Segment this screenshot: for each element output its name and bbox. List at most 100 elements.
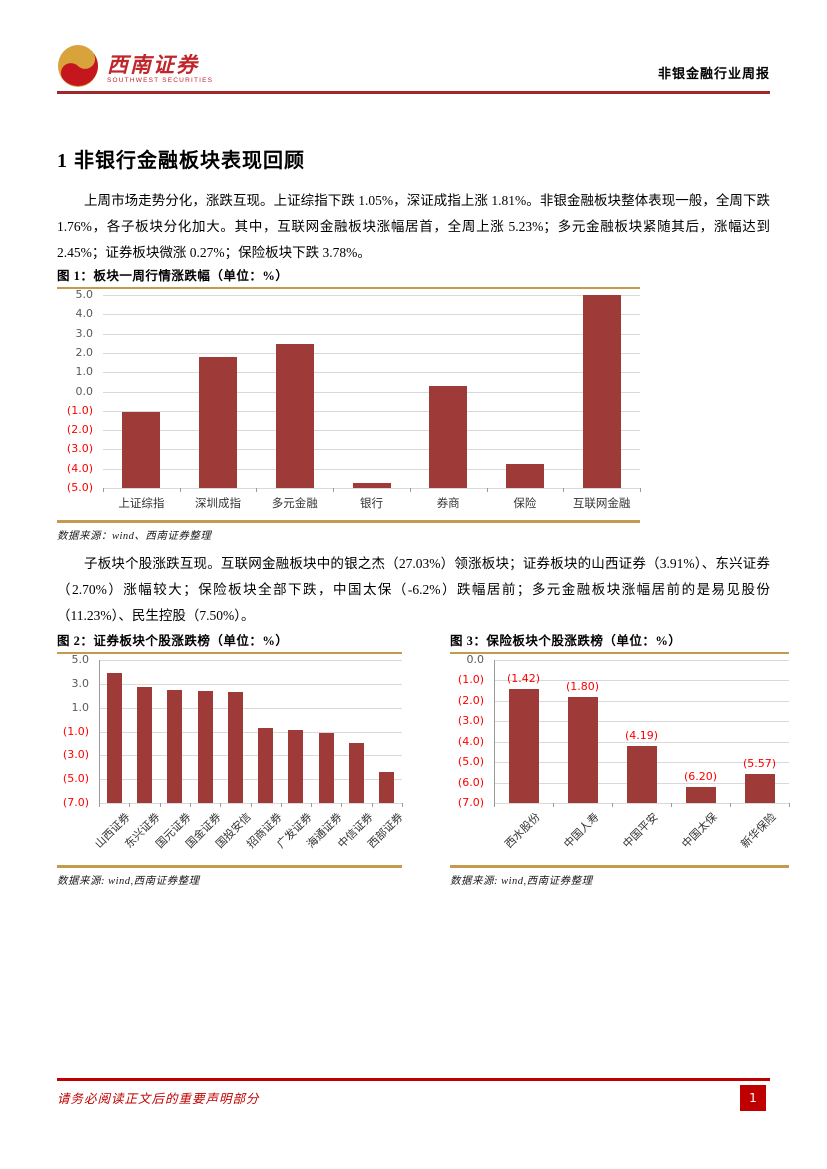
x-axis-category-label: 银行 <box>359 498 383 510</box>
figure-2: 图 2：证券板块个股涨跌榜（单位：%） 山西证券 东兴证券 国元证券 国金证券 国投安信… <box>57 633 405 888</box>
southwest-securities-logo-icon <box>57 44 99 93</box>
y-axis-tick-label: (3.0) <box>66 442 93 456</box>
chart-bar <box>626 745 657 803</box>
gridline <box>99 683 402 685</box>
y-axis-tick-label: 1.0 <box>75 365 94 379</box>
x-axis-tick-mark <box>250 803 252 807</box>
page-number-badge: 1 <box>740 1085 766 1111</box>
y-axis-tick-label: (7.0) <box>62 796 89 809</box>
x-axis-tick-mark <box>486 488 488 492</box>
x-axis-tick-mark <box>553 803 554 807</box>
bar-data-label: (1.80) <box>565 679 600 693</box>
gridline <box>99 660 402 661</box>
chart-bar <box>505 464 544 488</box>
x-axis-tick-mark <box>99 803 100 807</box>
bar-data-label: (5.57) <box>742 756 777 770</box>
y-axis-tick-label: (4.0) <box>457 734 484 748</box>
y-axis-tick-label: 3.0 <box>75 326 94 340</box>
x-axis-category-label: 上证综指 <box>118 498 165 510</box>
gridline <box>494 721 789 723</box>
figure-2-source: 数据来源: wind,西南证券整理 <box>57 876 200 887</box>
y-axis-tick-label: 0.0 <box>75 384 94 398</box>
y-axis-tick-label: (5.0) <box>66 481 93 494</box>
x-axis-category-label: 西水股份 <box>502 811 543 851</box>
chart-bar <box>508 689 539 803</box>
gridline <box>103 449 640 451</box>
company-logo: 西南证券 SOUTHWEST SECURITIES <box>57 44 789 93</box>
chart-bar <box>122 411 161 488</box>
footer-divider <box>57 1078 770 1081</box>
chart-insurance-stocks: 西水股份 (1.42) 中国人寿 (1.80) 中国平安 (4.19) 中国太保 (6.20)… <box>450 653 790 851</box>
y-axis-tick-label: (1.0) <box>457 673 484 687</box>
x-axis-tick-mark <box>494 803 495 807</box>
gridline <box>494 803 789 804</box>
chart-bar <box>318 732 334 803</box>
figure-3: 图 3：保险板块个股涨跌榜（单位：%） 西水股份 (1.42) 中国人寿 (1.80)… <box>450 633 790 888</box>
chart-plot-area: 山西证券 东兴证券 国元证券 国金证券 国投安信 招商证券 广发证券 海通证券 中信证券 西部证券 <box>93 660 405 851</box>
x-axis-category-label: 互联网金融 <box>572 498 631 510</box>
x-axis-category-label: 中国平安 <box>620 811 661 851</box>
figure-2-caption: 图 2：证券板块个股涨跌榜（单位：%） <box>57 634 289 648</box>
chart-bar <box>199 356 238 488</box>
figure-3-caption-rule <box>450 652 789 654</box>
x-axis-tick-mark <box>311 803 313 807</box>
header-divider <box>57 91 770 94</box>
chart-bar <box>275 344 314 488</box>
content-area: 西南证券 SOUTHWEST SECURITIES 非银金融行业周报 1 非银行… <box>57 0 790 888</box>
x-axis-tick-mark <box>103 488 104 492</box>
paragraph-market-review: 上周市场走势分化，涨跌互现。上证综指下跌 1.05%，深证成指上涨 1.81%。… <box>57 193 770 260</box>
y-axis-tick-label: 5.0 <box>75 288 94 301</box>
x-axis-category-label: 中国人寿 <box>561 811 602 851</box>
gridline <box>103 314 640 316</box>
chart-bar <box>227 692 243 803</box>
figure-1: 图 1：板块一周行情涨跌幅（单位：%） 上证综指 深圳成指 多元金融 银行 券商 保险 互联… <box>57 268 641 543</box>
x-axis-tick-mark <box>280 803 282 807</box>
y-axis-tick-label: (3.0) <box>457 714 484 728</box>
gridline <box>494 741 789 743</box>
gridline <box>103 430 640 432</box>
chart-bar <box>136 687 152 803</box>
x-axis-tick-mark <box>341 803 343 807</box>
paragraph-stock-review: 子板块个股涨跌互现。互联网金融板块中的银之杰（27.03%）领涨板块；证券板块的… <box>57 556 770 623</box>
y-axis-tick-label: 3.0 <box>71 676 90 690</box>
figure-3-caption: 图 3：保险板块个股涨跌榜（单位：%） <box>450 634 682 648</box>
x-axis-tick-mark <box>159 803 161 807</box>
y-axis-tick-label: (1.0) <box>66 403 93 417</box>
bar-data-label: (6.20) <box>683 769 718 783</box>
figure-2-caption-rule <box>57 652 402 654</box>
x-axis-category-label: 保险 <box>513 498 537 510</box>
logo-text: 西南证券 SOUTHWEST SECURITIES <box>107 53 213 85</box>
y-axis-tick-label: (2.0) <box>457 693 484 707</box>
figure-1-source: 数据来源：wind、西南证券整理 <box>57 531 212 542</box>
y-axis-line <box>494 660 495 803</box>
x-axis-tick-mark <box>563 488 565 492</box>
chart-bar <box>352 483 391 488</box>
x-axis-tick-mark <box>402 803 403 807</box>
x-axis-category-label: 多元金融 <box>271 498 318 510</box>
x-axis-category-label: 深圳成指 <box>195 498 242 510</box>
gridline <box>103 488 640 489</box>
y-axis-tick-label: (4.0) <box>66 461 93 475</box>
gridline <box>103 352 640 354</box>
x-axis-tick-mark <box>730 803 731 807</box>
y-axis-tick-label: (5.0) <box>62 772 89 786</box>
y-axis-tick-label: 2.0 <box>75 345 94 359</box>
y-axis-tick-label: (2.0) <box>66 423 93 437</box>
chart-bar <box>379 772 395 803</box>
chart-bar <box>567 696 598 803</box>
x-axis-tick-mark <box>612 803 613 807</box>
figure-1-caption-rule <box>57 287 640 289</box>
x-axis-tick-mark <box>333 488 335 492</box>
gridline <box>103 372 640 374</box>
x-axis-tick-mark <box>256 488 258 492</box>
page-footer: 请务必阅读正文后的重要声明部分 1 <box>57 1078 770 1111</box>
figure-row: 图 2：证券板块个股涨跌榜（单位：%） 山西证券 东兴证券 国元证券 国金证券 国投安信… <box>57 631 790 888</box>
report-title: 非银金融行业周报 <box>657 66 770 81</box>
figure-1-bottom-rule <box>57 520 640 523</box>
y-axis-tick-label: 5.0 <box>71 653 90 666</box>
disclaimer-text: 请务必阅读正文后的重要声明部分 <box>57 1091 260 1106</box>
y-axis-tick-label: 4.0 <box>75 307 94 321</box>
chart-bar <box>106 672 122 803</box>
chart-bar <box>429 386 468 488</box>
y-axis-line <box>99 660 100 803</box>
